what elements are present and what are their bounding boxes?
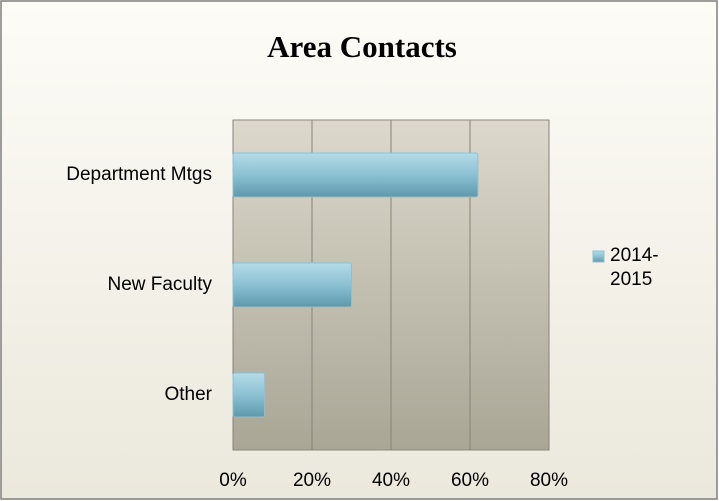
bar	[232, 262, 352, 308]
legend-label: 2014-2015	[610, 245, 659, 290]
bar	[232, 372, 266, 418]
x-tick-label: 80%	[530, 470, 568, 491]
y-tick-label: Department Mtgs	[66, 164, 212, 185]
x-tick-label: 20%	[293, 470, 331, 491]
y-tick-label: Other	[164, 384, 212, 405]
bar	[232, 152, 479, 198]
x-tick-label: 40%	[372, 470, 410, 491]
x-tick-label: 60%	[451, 470, 489, 491]
y-tick-label: New Faculty	[107, 274, 212, 295]
chart-title: Area Contacts	[267, 29, 457, 64]
legend-swatch	[592, 250, 605, 263]
x-tick-label: 0%	[219, 470, 247, 491]
